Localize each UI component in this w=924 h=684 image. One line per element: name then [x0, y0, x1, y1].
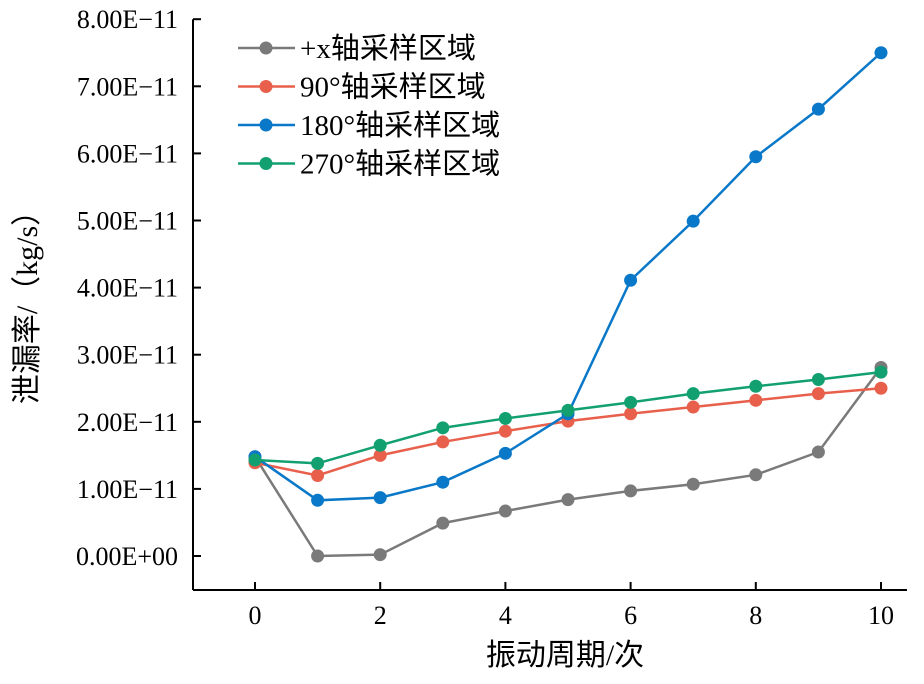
- y-tick-label: 4.00E−11: [77, 274, 178, 303]
- x-tick-label: 0: [249, 601, 262, 630]
- y-axis-label: 泄漏率/（kg/s）: [11, 196, 44, 404]
- data-point: [811, 102, 825, 116]
- data-point: [624, 395, 638, 409]
- data-point: [624, 273, 638, 287]
- y-tick-label: 3.00E−11: [77, 341, 178, 370]
- data-point: [498, 424, 512, 438]
- series-3: [248, 365, 888, 470]
- data-point: [561, 493, 575, 507]
- series-group: [248, 46, 888, 563]
- x-axis-label: 振动周期/次: [486, 639, 644, 672]
- data-point: [749, 150, 763, 164]
- data-point: [498, 446, 512, 460]
- y-tick-label: 6.00E−11: [77, 139, 178, 168]
- data-point: [561, 403, 575, 417]
- y-tick-label: 7.00E−11: [77, 72, 178, 101]
- y-tick-label: 1.00E−11: [77, 475, 178, 504]
- data-point: [498, 504, 512, 518]
- y-tick-label: 8.00E−11: [77, 5, 178, 34]
- legend-item: +x轴采样区域: [238, 32, 476, 65]
- data-point: [311, 456, 325, 470]
- legend-item: 180°轴采样区域: [238, 109, 500, 142]
- legend-label: 270°轴采样区域: [300, 148, 500, 181]
- legend-marker: [259, 157, 273, 170]
- data-point: [436, 475, 450, 489]
- series-0: [248, 360, 888, 563]
- x-tick-label: 10: [868, 601, 894, 630]
- data-point: [874, 46, 888, 60]
- data-point: [373, 491, 387, 505]
- data-point: [498, 411, 512, 425]
- x-tick-label: 8: [749, 601, 762, 630]
- legend-marker: [259, 118, 273, 132]
- x-tick-label: 6: [624, 601, 637, 630]
- data-point: [248, 453, 262, 467]
- data-point: [686, 387, 700, 401]
- legend-item: 90°轴采样区域: [238, 71, 486, 104]
- series-1: [248, 381, 888, 482]
- legend-label: 180°轴采样区域: [300, 109, 500, 142]
- data-point: [686, 400, 700, 414]
- y-tick-label: 5.00E−11: [77, 207, 178, 236]
- legend-marker: [259, 80, 273, 93]
- data-point: [373, 548, 387, 562]
- legend-label: 90°轴采样区域: [300, 71, 486, 104]
- data-point: [811, 387, 825, 401]
- data-point: [624, 484, 638, 498]
- data-point: [686, 214, 700, 228]
- data-point: [874, 381, 888, 395]
- data-point: [436, 421, 450, 435]
- y-tick-label: 0.00E+00: [76, 542, 178, 571]
- data-point: [373, 438, 387, 452]
- legend-marker: [259, 41, 273, 55]
- data-point: [811, 445, 825, 459]
- x-tick-label: 2: [374, 601, 387, 630]
- data-point: [624, 407, 638, 421]
- data-point: [749, 468, 763, 482]
- legend-label: +x轴采样区域: [300, 32, 476, 65]
- data-point: [436, 435, 450, 449]
- data-point: [686, 477, 700, 491]
- axes: 0.00E+00 1.00E−11 2.00E−11 3.00E−11 4.00E−11…: [76, 5, 907, 630]
- legend: +x轴采样区域 90°轴采样区域 180°轴采样区域 270°轴采样区域: [238, 32, 500, 181]
- legend-item: 270°轴采样区域: [238, 148, 500, 181]
- data-point: [311, 468, 325, 482]
- data-point: [749, 393, 763, 407]
- y-tick-label: 2.00E−11: [77, 408, 178, 437]
- data-point: [749, 379, 763, 393]
- x-tick-label: 4: [499, 601, 512, 630]
- data-point: [811, 373, 825, 387]
- data-point: [373, 448, 387, 462]
- data-point: [436, 516, 450, 530]
- data-point: [311, 493, 325, 507]
- data-point: [311, 549, 325, 563]
- data-point: [874, 365, 888, 379]
